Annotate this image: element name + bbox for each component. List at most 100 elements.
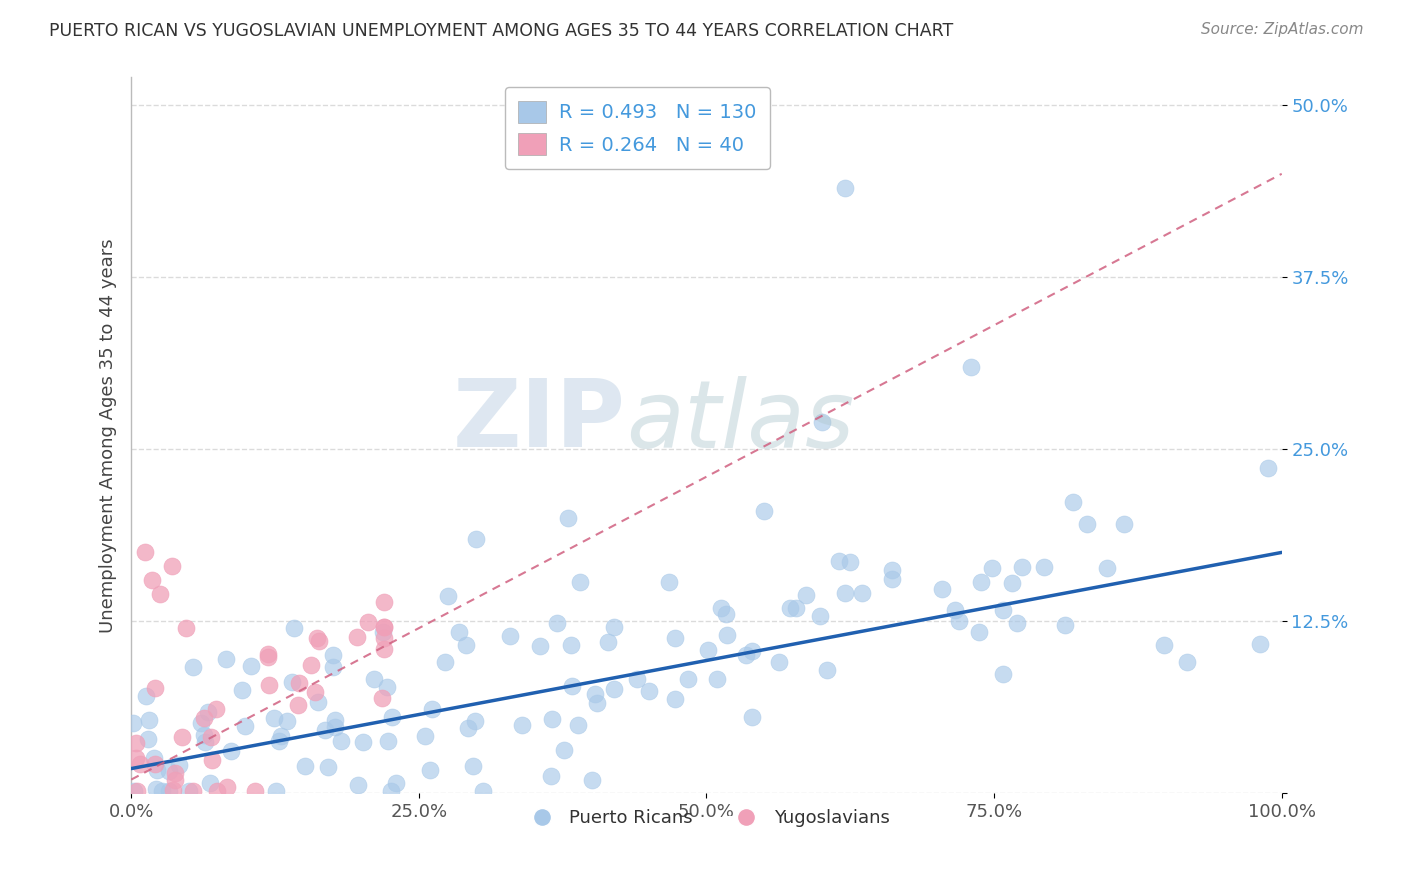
Point (157, 764, 180, 779)
Point (1177, 656, 1199, 670)
Point (193, 729, 215, 743)
Point (215, 780, 238, 794)
Point (179, 783, 201, 797)
Point (231, 682, 253, 697)
Point (752, 504, 775, 518)
Point (233, 719, 256, 733)
Point (569, 575, 592, 590)
Point (215, 651, 238, 665)
Point (882, 572, 904, 586)
Point (193, 735, 215, 749)
Point (240, 659, 263, 673)
Point (449, 625, 471, 640)
Point (162, 783, 184, 797)
Point (882, 563, 904, 577)
Point (375, 681, 398, 695)
Point (960, 359, 983, 374)
Point (287, 675, 309, 690)
Point (145, 782, 167, 797)
Point (157, 783, 180, 797)
Point (583, 688, 606, 702)
Point (602, 619, 624, 633)
Point (304, 685, 326, 699)
Point (1001, 576, 1024, 591)
Point (200, 731, 222, 745)
Point (198, 776, 221, 790)
Point (138, 713, 160, 727)
Point (839, 555, 862, 569)
Point (283, 621, 305, 635)
Point (529, 639, 551, 653)
Point (1033, 560, 1056, 574)
Point (323, 720, 346, 734)
Point (1153, 638, 1175, 652)
Point (741, 644, 763, 658)
Point (815, 663, 838, 677)
Point (385, 776, 408, 790)
Point (257, 647, 280, 661)
Point (810, 415, 832, 429)
Point (373, 631, 395, 645)
Point (125, 783, 148, 797)
Point (741, 710, 763, 724)
Point (1095, 561, 1118, 575)
Point (664, 632, 686, 646)
Point (560, 638, 582, 652)
Point (280, 675, 302, 690)
Point (779, 600, 801, 615)
Point (1054, 618, 1077, 632)
Point (165, 766, 187, 780)
Point (785, 600, 807, 615)
Point (465, 532, 488, 546)
Point (499, 629, 522, 643)
Point (1114, 517, 1136, 532)
Point (710, 601, 733, 615)
Point (190, 716, 212, 731)
Point (540, 712, 562, 726)
Point (122, 715, 145, 730)
Point (308, 634, 330, 648)
Point (373, 620, 395, 634)
Point (219, 744, 242, 758)
Point (993, 667, 1015, 681)
Point (160, 559, 183, 574)
Point (716, 627, 738, 641)
Point (287, 698, 309, 712)
Point (567, 718, 589, 732)
Point (970, 574, 993, 589)
Point (706, 673, 728, 687)
Point (794, 588, 817, 602)
Point (464, 714, 486, 728)
Point (371, 625, 394, 640)
Point (243, 783, 266, 797)
Text: ZIP: ZIP (453, 375, 626, 467)
Point (257, 649, 280, 664)
Point (135, 689, 157, 703)
Point (696, 643, 718, 657)
Point (380, 783, 402, 797)
Point (581, 773, 603, 788)
Point (377, 734, 399, 748)
Point (851, 586, 873, 600)
Point (461, 759, 484, 773)
Point (181, 660, 204, 674)
Point (658, 575, 681, 590)
Point (371, 690, 394, 705)
Point (307, 695, 329, 709)
Point (664, 692, 686, 706)
Point (714, 607, 737, 622)
Point (1257, 460, 1279, 475)
Point (433, 655, 456, 669)
Point (205, 783, 228, 797)
Point (314, 723, 336, 737)
Point (557, 511, 579, 525)
Point (264, 783, 287, 797)
Text: PUERTO RICAN VS YUGOSLAVIAN UNEMPLOYMENT AMONG AGES 35 TO 44 YEARS CORRELATION C: PUERTO RICAN VS YUGOSLAVIAN UNEMPLOYMENT… (49, 22, 953, 40)
Point (419, 763, 441, 777)
Point (828, 554, 851, 568)
Point (1076, 516, 1098, 531)
Point (193, 711, 215, 725)
Point (305, 631, 328, 645)
Point (129, 757, 152, 772)
Point (967, 625, 990, 640)
